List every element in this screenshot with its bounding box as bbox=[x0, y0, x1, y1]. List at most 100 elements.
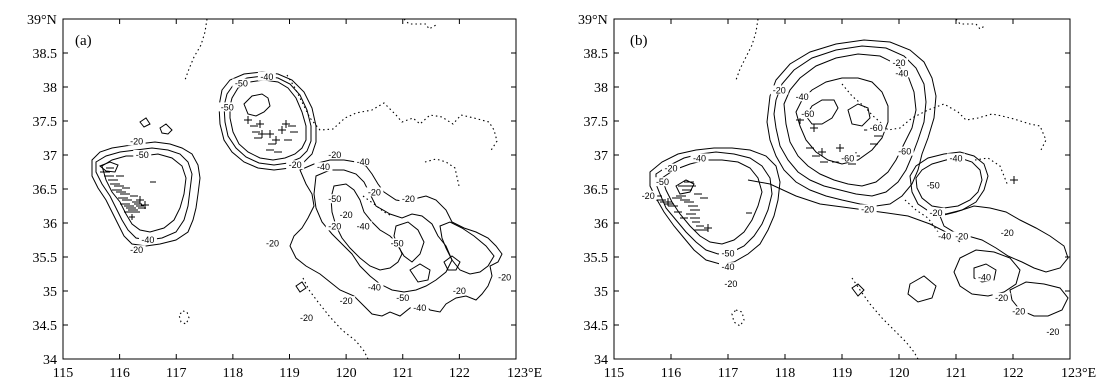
contour-label-bg bbox=[354, 156, 373, 166]
marker-cluster-a bbox=[100, 167, 156, 220]
contour-label: -20 bbox=[1001, 228, 1014, 238]
y-tick-label-a: 37.5 bbox=[33, 115, 58, 130]
contour-label-bg bbox=[365, 282, 384, 292]
contour-label: -50 bbox=[328, 194, 341, 204]
contour-label-bg bbox=[770, 85, 789, 95]
y-tick-label-a: 36.5 bbox=[33, 183, 58, 198]
contour-label: -20 bbox=[130, 136, 143, 146]
contour-label: -20 bbox=[340, 296, 353, 306]
contour-label: -20 bbox=[328, 150, 341, 160]
contour-label-bg bbox=[138, 235, 157, 244]
y-tick-label-a: 36 bbox=[43, 217, 57, 232]
y-tick-label-a: 38.5 bbox=[33, 47, 58, 62]
contour-label: -20 bbox=[1046, 327, 1059, 337]
contour-label: -50 bbox=[136, 150, 149, 160]
contour-label: -40 bbox=[413, 303, 426, 313]
contour-label: -40 bbox=[693, 153, 706, 163]
contour-label-bg bbox=[719, 248, 737, 258]
contour-label: -50 bbox=[391, 238, 404, 248]
contour-label-bg bbox=[838, 153, 857, 163]
contour-label: -20 bbox=[773, 85, 786, 95]
contour-label-bg bbox=[314, 162, 333, 172]
marker-cluster-b bbox=[244, 116, 298, 153]
panel-label-a: (a) bbox=[75, 33, 92, 49]
contour-label: -40 bbox=[721, 262, 734, 272]
contour-label-bg bbox=[992, 292, 1011, 302]
y-tick-label-a: 35.5 bbox=[33, 251, 58, 266]
contour-label-bg bbox=[662, 163, 680, 173]
contour-label-bg bbox=[218, 102, 237, 112]
contour-label-bg bbox=[1009, 306, 1028, 316]
contour-label-bg bbox=[263, 238, 282, 248]
x-tick-label-b: 117 bbox=[718, 366, 738, 381]
contour-label-bg bbox=[719, 262, 737, 272]
contour-label-bg bbox=[892, 68, 911, 78]
x-tick-label-a: 116 bbox=[109, 366, 129, 381]
coastline-b bbox=[731, 18, 1047, 360]
y-tick-label-b: 37.5 bbox=[584, 115, 609, 130]
contour-label-bg bbox=[127, 136, 146, 146]
contour-label-bg bbox=[495, 272, 514, 282]
contour-label: -40 bbox=[796, 92, 809, 102]
contour-label: -40 bbox=[317, 162, 330, 172]
contour-label: -20 bbox=[289, 160, 302, 170]
contour-label-bg bbox=[721, 279, 740, 289]
contour-label: -20 bbox=[453, 286, 466, 296]
contour-label-bg bbox=[365, 187, 384, 197]
x-tick-label-b: 121 bbox=[946, 366, 967, 381]
contour-label: -50 bbox=[656, 177, 669, 187]
x-tick-label-b: 123°E bbox=[1061, 366, 1096, 381]
contour-label-bg bbox=[325, 150, 344, 159]
contour-label: -20 bbox=[642, 191, 655, 201]
y-tick-label-a: 37 bbox=[43, 149, 57, 164]
plot-frame-a bbox=[62, 18, 517, 360]
x-tick-label-b: 120 bbox=[889, 366, 910, 381]
contour-label: -20 bbox=[300, 313, 313, 323]
contour-label-bg bbox=[388, 238, 407, 248]
x-tick-label-a: 119 bbox=[279, 366, 299, 381]
x-tick-label-a: 117 bbox=[166, 366, 186, 381]
contour-label: -20 bbox=[930, 208, 943, 218]
contour-label: -20 bbox=[498, 272, 511, 282]
contour-label: -50 bbox=[235, 79, 248, 89]
x-tick-label-a: 123°E bbox=[507, 366, 542, 381]
contour-label: -20 bbox=[340, 210, 353, 220]
y-tick-label-b: 38 bbox=[594, 81, 608, 96]
y-tick-label-a: 39°N bbox=[27, 13, 57, 28]
contour-label-bg bbox=[858, 204, 877, 214]
contour-label-bg bbox=[410, 303, 429, 312]
contour-label-bg bbox=[337, 209, 356, 219]
x-tick-label-b: 122 bbox=[1003, 366, 1024, 381]
x-tick-label-b: 119 bbox=[832, 366, 852, 381]
contour-label: -40 bbox=[949, 153, 962, 163]
contour-label: -50 bbox=[721, 249, 734, 259]
y-tick-label-b: 36 bbox=[594, 217, 608, 232]
contour-label: -20 bbox=[328, 221, 341, 231]
marker-cluster-c bbox=[652, 181, 752, 232]
contour-label-bg bbox=[450, 286, 469, 295]
contour-label-bg bbox=[690, 153, 709, 163]
contour-label-bg bbox=[798, 109, 817, 119]
contour-label-bg bbox=[297, 313, 316, 323]
panel-label-b: (b) bbox=[630, 33, 648, 49]
contour-label: -20 bbox=[861, 204, 874, 214]
contour-label: -50 bbox=[927, 181, 940, 191]
y-tick-label-b: 37 bbox=[594, 149, 608, 164]
contour-label-bg bbox=[393, 292, 412, 302]
contour-label: -20 bbox=[664, 164, 677, 174]
contours-b bbox=[649, 39, 1069, 317]
contour-label: -40 bbox=[895, 68, 908, 78]
contour-label: -20 bbox=[995, 293, 1008, 303]
y-tick-label-a: 34 bbox=[43, 353, 57, 368]
contour-label-bg bbox=[127, 245, 146, 255]
contour-label-bg bbox=[257, 71, 276, 81]
contour-label-bg bbox=[947, 153, 965, 163]
plot-frame-b bbox=[613, 18, 1071, 360]
contour-label: -40 bbox=[978, 272, 991, 282]
contour-label-bg bbox=[935, 231, 954, 241]
contour-label: -60 bbox=[841, 153, 854, 163]
x-tick-label-a: 122 bbox=[449, 366, 470, 381]
contour-label: -40 bbox=[357, 157, 370, 167]
panel-b: (b) bbox=[613, 18, 1071, 360]
contour-label: -20 bbox=[892, 58, 905, 68]
